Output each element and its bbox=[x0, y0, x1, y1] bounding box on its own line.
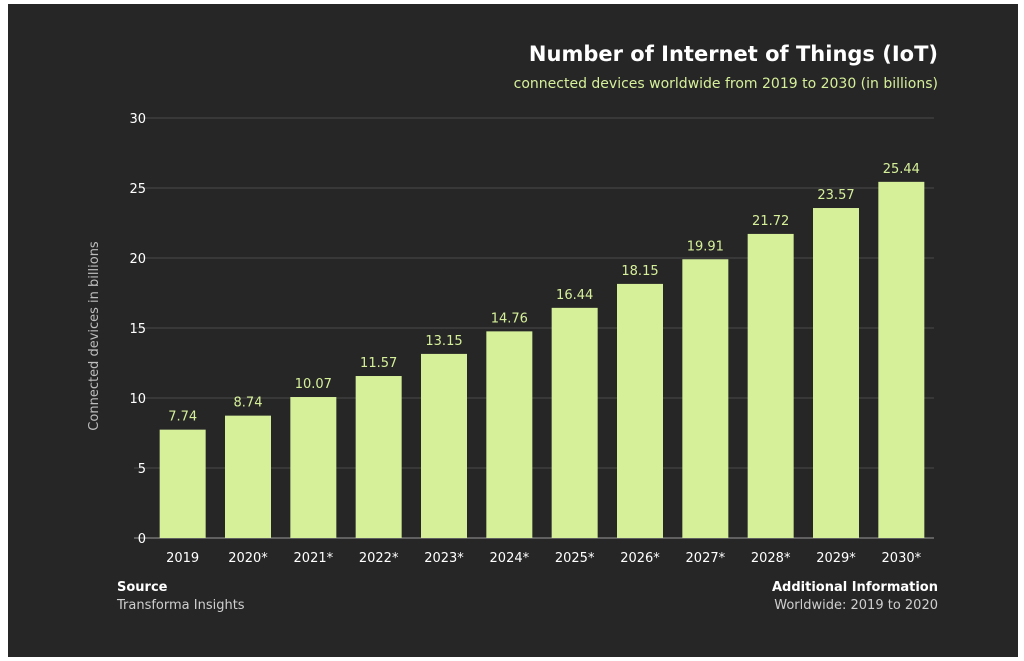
bar-2023 bbox=[421, 353, 467, 538]
x-tick-label: 2024* bbox=[490, 551, 530, 566]
y-tick-label: 0 bbox=[138, 532, 146, 547]
y-axis-ticks: 0 5 10 15 20 25 30 bbox=[129, 112, 146, 547]
bar-2028 bbox=[747, 233, 794, 539]
bar-2020 bbox=[225, 415, 271, 538]
source-heading: Source bbox=[117, 580, 168, 595]
x-tick-label: 2025* bbox=[555, 551, 595, 566]
data-label: 16.44 bbox=[556, 288, 593, 303]
source-text: Transforma Insights bbox=[117, 598, 245, 613]
gridlines bbox=[134, 117, 934, 539]
x-tick-label: 2026* bbox=[620, 551, 660, 566]
bar-2025 bbox=[551, 307, 598, 538]
x-tick-label: 2028* bbox=[751, 551, 791, 566]
x-tick-label: 2029* bbox=[816, 551, 856, 566]
data-label: 23.57 bbox=[817, 188, 854, 203]
y-axis-label: Connected devices in billions bbox=[87, 241, 102, 431]
data-label: 25.44 bbox=[883, 162, 920, 177]
data-label: 8.74 bbox=[234, 396, 263, 411]
y-tick-label: 20 bbox=[129, 252, 146, 267]
y-tick-label: 30 bbox=[129, 112, 146, 127]
x-tick-label: 2023* bbox=[424, 551, 464, 566]
bar-2029 bbox=[813, 208, 859, 538]
y-tick-label: 15 bbox=[129, 322, 146, 337]
data-label: 21.72 bbox=[752, 214, 789, 229]
y-tick-label: 25 bbox=[129, 182, 146, 197]
data-label: 10.07 bbox=[295, 377, 332, 392]
data-label: 7.74 bbox=[168, 410, 197, 425]
y-tick-label: 10 bbox=[129, 392, 146, 407]
chart-title: Number of Internet of Things (IoT) bbox=[528, 42, 938, 66]
x-tick-label: 2020* bbox=[228, 551, 268, 566]
bar-2024 bbox=[486, 331, 533, 538]
bar-2022 bbox=[355, 376, 402, 538]
data-label: 14.76 bbox=[491, 311, 528, 326]
data-label: 13.15 bbox=[425, 334, 462, 349]
x-tick-label: 2030* bbox=[882, 551, 922, 566]
x-axis-ticks: 2019 2020* 2021* 2022* 2023* 2024* 2025* 2026* 2… bbox=[166, 551, 922, 566]
bar-2027 bbox=[682, 259, 729, 538]
bars bbox=[159, 181, 925, 539]
bar-2021 bbox=[290, 397, 337, 538]
y-tick-label: 5 bbox=[138, 462, 146, 477]
bar-2019 bbox=[159, 429, 206, 538]
x-tick-label: 2021* bbox=[294, 551, 334, 566]
chart-subtitle: connected devices worldwide from 2019 to… bbox=[513, 76, 938, 92]
bar-2030 bbox=[878, 181, 925, 538]
x-tick-label: 2019 bbox=[166, 551, 199, 566]
data-labels: 7.74 8.74 10.07 11.57 13.15 14.76 16.44 18.15 19… bbox=[168, 162, 920, 425]
bar-2026 bbox=[617, 283, 663, 538]
x-tick-label: 2027* bbox=[686, 551, 726, 566]
x-tick-label: 2022* bbox=[359, 551, 399, 566]
data-label: 11.57 bbox=[360, 356, 397, 371]
additional-info-heading: Additional Information bbox=[771, 580, 938, 595]
additional-info-block: Additional Information Worldwide: 2019 t… bbox=[772, 580, 938, 613]
data-label: 19.91 bbox=[687, 239, 724, 254]
data-label: 18.15 bbox=[621, 264, 658, 279]
additional-info-text: Worldwide: 2019 to 2020 bbox=[774, 598, 938, 613]
source-block: Source Transforma Insights bbox=[117, 580, 245, 613]
